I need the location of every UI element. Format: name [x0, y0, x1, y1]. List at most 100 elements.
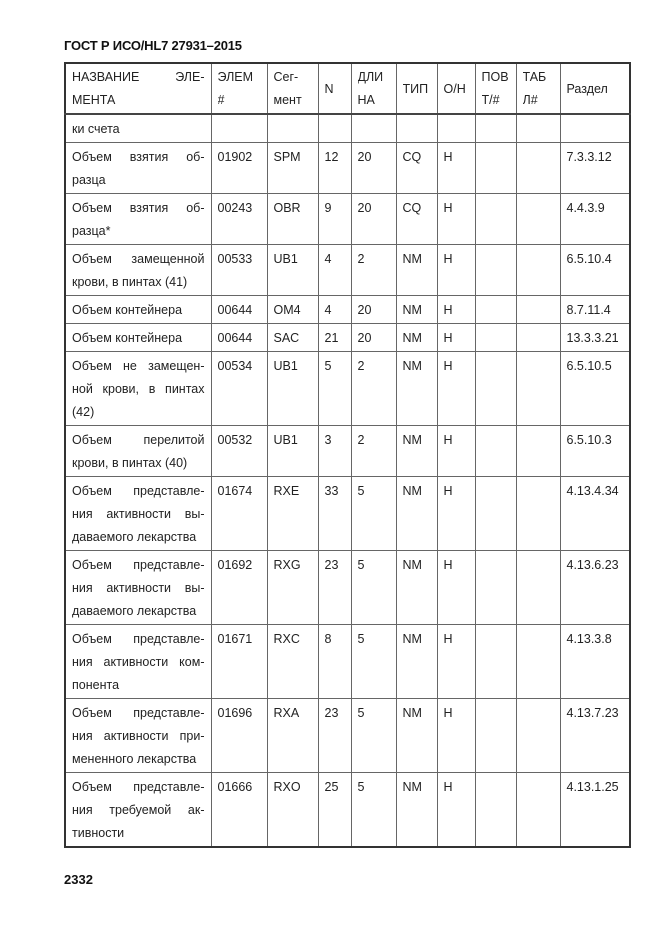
cell-elem: 01692: [210, 550, 268, 625]
table-row: Объем представле-ния активности ком-поне…: [64, 624, 631, 699]
cell-n: 3: [317, 425, 352, 477]
table-row: ки счета: [64, 113, 631, 143]
cell-seg: OM4: [266, 295, 319, 324]
cell-name: Объем перелитой крови, в пинтах (40): [64, 425, 212, 477]
cell-name: ки счета: [64, 113, 212, 143]
cell-type: NM: [395, 351, 438, 426]
table-row: Объем представле-ния активности вы-давае…: [64, 550, 631, 625]
cell-name-line: ки счета: [72, 122, 120, 136]
cell-name-line: Объем представле-: [72, 632, 205, 646]
cell-type: NM: [395, 295, 438, 324]
cell-name-line: мененного лекарства: [72, 752, 197, 766]
cell-n: 4: [317, 244, 352, 296]
cell-name-line: Объем взятия об-: [72, 150, 205, 164]
table-header-row: НАЗВАНИЕ ЭЛЕ- МЕНТА ЭЛЕМ # Сег-мент N ДЛИ НА ТИП…: [64, 62, 631, 115]
column-header-line: #: [217, 93, 225, 107]
cell-rep: [474, 244, 517, 296]
cell-tbl: [515, 698, 561, 773]
cell-section: 4.13.7.23: [559, 698, 631, 773]
cell-tbl: [515, 624, 561, 699]
cell-section: 8.7.11.4: [559, 295, 631, 324]
column-header-line: Т/#: [481, 93, 500, 107]
cell-rep: [474, 624, 517, 699]
cell-name: Объем контейнера: [64, 295, 212, 324]
cell-tbl: [515, 295, 561, 324]
cell-rep: [474, 476, 517, 551]
cell-n: [317, 113, 352, 143]
cell-type: NM: [395, 550, 438, 625]
cell-len: 2: [350, 244, 397, 296]
column-header-length: ДЛИ НА: [350, 62, 397, 115]
cell-name: Объем взятия об-разца: [64, 142, 212, 194]
cell-seg: RXA: [266, 698, 319, 773]
cell-type: NM: [395, 244, 438, 296]
table-body: ки счета Объем взятия об-разца 01902 SPM 12 2…: [64, 113, 631, 848]
cell-len: 5: [350, 698, 397, 773]
cell-elem: 00243: [210, 193, 268, 245]
table-row: Объем не замещен-ной крови, в пинтах (42)…: [64, 351, 631, 426]
cell-tbl: [515, 425, 561, 477]
cell-on: Н: [436, 772, 476, 848]
cell-name-line: Объем представле-: [72, 706, 205, 720]
cell-name-line: ния активности вы-: [72, 581, 205, 595]
cell-type: NM: [395, 425, 438, 477]
cell-type: CQ: [395, 142, 438, 194]
table-row: Объем взятия об-разца* 00243 OBR 9 20 CQ Н 4.4.…: [64, 193, 631, 245]
cell-name-line: (42): [72, 405, 95, 419]
cell-len: 2: [350, 351, 397, 426]
cell-len: [350, 113, 397, 143]
cell-tbl: [515, 142, 561, 194]
table-row: Объем контейнера 00644 OM4 4 20 NM Н 8.7.11.4: [64, 295, 631, 324]
cell-on: Н: [436, 351, 476, 426]
cell-n: 12: [317, 142, 352, 194]
cell-elem: 00644: [210, 295, 268, 324]
cell-name-line: ния активности при-: [72, 729, 205, 743]
cell-name-line: понента: [72, 678, 120, 692]
cell-name-line: Объем замещенной: [72, 252, 205, 266]
cell-name-line: Объем контейнера: [72, 331, 183, 345]
cell-name-line: Объем контейнера: [72, 303, 183, 317]
cell-on: Н: [436, 425, 476, 477]
table-row: Объем контейнера 00644 SAC 21 20 NM Н 13.3.3.21: [64, 323, 631, 352]
cell-len: 5: [350, 624, 397, 699]
cell-type: NM: [395, 772, 438, 848]
column-header-segment: Сег-мент: [266, 62, 319, 115]
cell-name-line: разца*: [72, 224, 111, 238]
cell-n: 21: [317, 323, 352, 352]
cell-name-line: Объем представле-: [72, 484, 205, 498]
cell-section: 6.5.10.5: [559, 351, 631, 426]
cell-name: Объем представле-ния требуемой ак-тивнос…: [64, 772, 212, 848]
cell-tbl: [515, 772, 561, 848]
column-header-line: НАЗВАНИЕ ЭЛЕ-: [72, 70, 205, 84]
cell-len: 20: [350, 193, 397, 245]
cell-section: 7.3.3.12: [559, 142, 631, 194]
cell-name-line: крови, в пинтах (40): [72, 456, 188, 470]
cell-seg: SAC: [266, 323, 319, 352]
column-header-line: N: [324, 81, 334, 96]
column-header-section: Раздел: [559, 62, 631, 115]
cell-section: [559, 113, 631, 143]
page-number: 2332: [64, 872, 93, 887]
cell-type: CQ: [395, 193, 438, 245]
cell-rep: [474, 142, 517, 194]
cell-section: 4.13.3.8: [559, 624, 631, 699]
cell-len: 5: [350, 476, 397, 551]
column-header-line: ТИП: [402, 81, 429, 96]
table-row: Объем замещенной крови, в пинтах (41) 0053…: [64, 244, 631, 296]
cell-on: Н: [436, 244, 476, 296]
cell-elem: 00533: [210, 244, 268, 296]
column-header-rep: ПОВ Т/#: [474, 62, 517, 115]
cell-seg: OBR: [266, 193, 319, 245]
cell-on: Н: [436, 323, 476, 352]
cell-name-line: Объем представле-: [72, 558, 205, 572]
cell-n: 25: [317, 772, 352, 848]
cell-n: 33: [317, 476, 352, 551]
cell-name-line: разца: [72, 173, 106, 187]
column-header-line: Раздел: [566, 81, 608, 96]
cell-type: [395, 113, 438, 143]
cell-elem: 00534: [210, 351, 268, 426]
cell-name-line: Объем представле-: [72, 780, 205, 794]
cell-name-line: ния активности вы-: [72, 507, 205, 521]
cell-len: 20: [350, 142, 397, 194]
cell-tbl: [515, 113, 561, 143]
